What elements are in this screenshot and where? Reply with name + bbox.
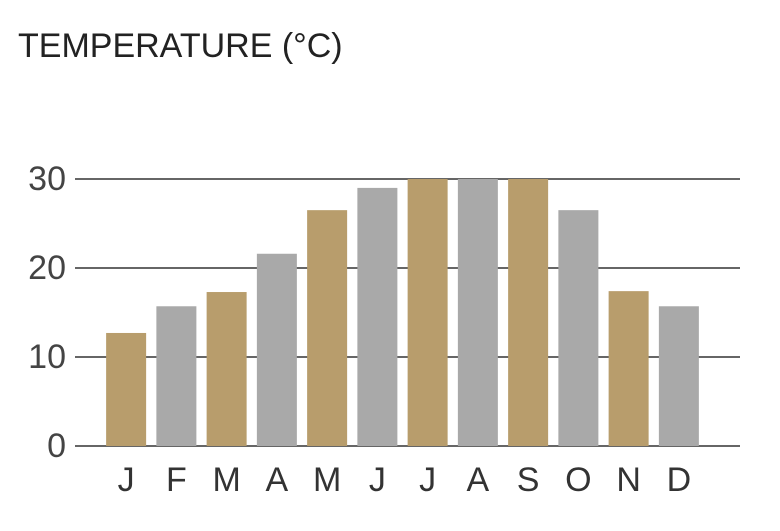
bar xyxy=(658,306,699,446)
x-tick-label: N xyxy=(616,461,641,499)
bar xyxy=(156,306,197,446)
x-tick-label: J xyxy=(369,461,386,499)
bar xyxy=(256,253,297,446)
bar xyxy=(106,332,147,446)
x-tick-label: S xyxy=(517,461,540,499)
bar xyxy=(508,179,549,446)
bar xyxy=(206,292,247,446)
x-tick-label: A xyxy=(467,461,490,499)
bar xyxy=(357,187,398,446)
chart-title: TEMPERATURE (°C) xyxy=(18,27,343,65)
x-tick-label: D xyxy=(667,461,692,499)
bar xyxy=(558,210,599,446)
x-tick-label: F xyxy=(166,461,187,499)
x-tick-label: A xyxy=(266,461,289,499)
bar xyxy=(307,210,348,446)
y-tick-label: 10 xyxy=(28,338,66,376)
x-tick-label: J xyxy=(419,461,436,499)
x-tick-label: J xyxy=(118,461,135,499)
bar xyxy=(407,179,448,446)
x-tick-label: O xyxy=(565,461,591,499)
y-tick-label: 0 xyxy=(47,427,66,465)
bar xyxy=(457,179,498,446)
y-tick-label: 20 xyxy=(28,249,66,287)
bar xyxy=(608,291,649,446)
x-tick-label: M xyxy=(313,461,341,499)
y-tick-label: 30 xyxy=(28,160,66,198)
x-tick-label: M xyxy=(212,461,240,499)
